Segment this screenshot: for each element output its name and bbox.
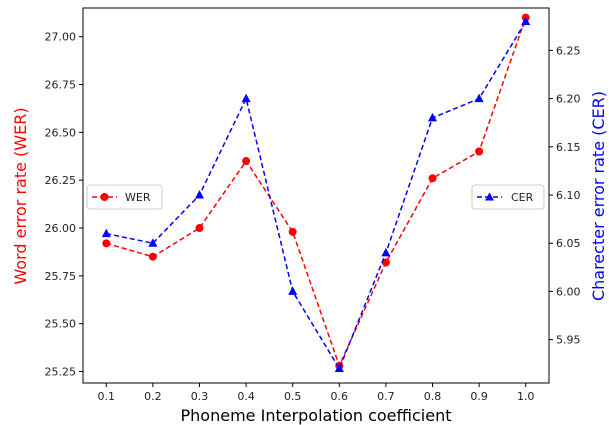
data-point-wer bbox=[102, 239, 111, 248]
data-point-cer bbox=[288, 286, 298, 295]
y-left-tick-label: 26.75 bbox=[45, 79, 77, 92]
x-ticks: 0.1 0.2 0.3 0.4 0.5 0.6 0.7 0.8 0.9 1.0 bbox=[98, 383, 535, 403]
y-left-tick-label: 26.00 bbox=[45, 222, 77, 235]
data-point-cer bbox=[521, 16, 531, 25]
series-group bbox=[101, 13, 531, 373]
x-tick-label: 0.1 bbox=[98, 390, 116, 403]
legend-wer: WER bbox=[86, 184, 163, 210]
data-point-wer bbox=[475, 147, 484, 156]
y-left-tick-label: 26.25 bbox=[45, 174, 77, 187]
data-point-wer bbox=[288, 227, 297, 236]
y-left-tick-label: 25.50 bbox=[45, 318, 77, 331]
data-point-cer bbox=[195, 190, 204, 199]
data-point-cer bbox=[241, 93, 251, 103]
x-tick-label: 0.2 bbox=[144, 390, 162, 403]
data-point-cer bbox=[474, 93, 484, 103]
data-point-cer bbox=[148, 238, 158, 247]
x-tick-label: 0.6 bbox=[331, 390, 349, 403]
x-axis-label: Phoneme Interpolation coefficient bbox=[181, 406, 452, 425]
y-right-tick-label: 6.10 bbox=[556, 189, 581, 202]
y-right-tick-label: 6.00 bbox=[556, 285, 581, 298]
y-right-tick-label: 6.20 bbox=[556, 93, 581, 106]
x-tick-label: 1.0 bbox=[517, 390, 535, 403]
x-tick-label: 0.7 bbox=[377, 390, 395, 403]
legend-cer-marker bbox=[485, 192, 494, 201]
data-point-wer bbox=[242, 157, 251, 166]
y-right-tick-label: 6.25 bbox=[556, 44, 581, 57]
legend-wer-marker bbox=[100, 193, 109, 201]
x-tick-label: 0.5 bbox=[284, 390, 302, 403]
y-left-tick-label: 26.50 bbox=[45, 126, 77, 139]
legend-cer: CER bbox=[471, 184, 545, 210]
legend-wer-label: WER bbox=[125, 191, 151, 204]
y-right-tick-label: 6.15 bbox=[556, 141, 581, 154]
series-line-wer bbox=[106, 17, 527, 368]
legend-cer-label: CER bbox=[511, 191, 534, 204]
y-left-tick-label: 25.75 bbox=[45, 270, 77, 283]
data-point-cer bbox=[101, 228, 111, 238]
data-point-wer bbox=[195, 224, 204, 233]
x-tick-label: 0.3 bbox=[191, 390, 209, 403]
y-left-ticks: 25.25 25.50 25.75 26.00 26.25 26.50 26.75 27.00 bbox=[45, 31, 83, 379]
y-right-tick-label: 6.05 bbox=[556, 237, 581, 250]
data-point-wer bbox=[428, 174, 437, 183]
series-line-cer bbox=[106, 21, 527, 371]
x-tick-label: 0.8 bbox=[424, 390, 442, 403]
y-left-axis-label: Word error rate (WER) bbox=[11, 107, 30, 284]
x-tick-label: 0.4 bbox=[237, 390, 255, 403]
y-right-tick-label: 5.95 bbox=[556, 334, 581, 347]
data-point-cer bbox=[381, 247, 391, 257]
data-point-wer bbox=[148, 252, 157, 261]
y-right-ticks: 5.95 6.00 6.05 6.10 6.15 6.20 6.25 bbox=[549, 44, 581, 347]
data-point-cer bbox=[428, 112, 437, 122]
legend-wer-box bbox=[86, 184, 163, 210]
data-point-wer bbox=[381, 258, 390, 267]
y-left-tick-label: 25.25 bbox=[45, 366, 77, 379]
legend-cer-box bbox=[471, 184, 545, 210]
data-point-cer bbox=[334, 363, 344, 373]
x-tick-label: 0.9 bbox=[470, 390, 488, 403]
y-left-tick-label: 27.00 bbox=[45, 31, 77, 44]
y-right-axis-label: Charecter error rate (CER) bbox=[589, 91, 608, 301]
